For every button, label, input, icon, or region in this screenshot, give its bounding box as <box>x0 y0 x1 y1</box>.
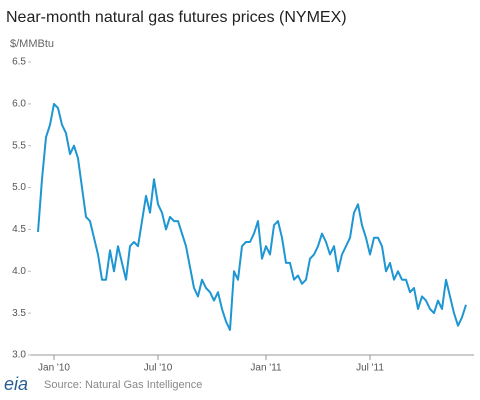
x-tick-label: Jan '11 <box>250 363 282 374</box>
source: Source: Natural Gas Intelligence <box>44 379 202 391</box>
y-tick-label: 5.0 <box>12 182 26 193</box>
y-tick-label: 6.5 <box>12 57 26 68</box>
x-tick-label: Jul '10 <box>144 363 173 374</box>
y-tick-label: 4.0 <box>12 266 26 277</box>
price-line <box>37 102 467 331</box>
y-tick-label: 3.0 <box>12 350 26 361</box>
y-tick-label: 3.5 <box>12 308 26 319</box>
chart-title: Near-month natural gas futures prices (N… <box>6 9 347 26</box>
y-tick-label: 6.0 <box>12 98 26 109</box>
x-tick-label: Jul '11 <box>356 363 384 374</box>
y-tick-label: 5.5 <box>12 140 26 151</box>
logo: eia <box>4 374 28 394</box>
y-tick-label: 4.5 <box>12 224 26 235</box>
y-axis-label: $/MMBtu <box>10 38 54 50</box>
x-tick-label: Jan '10 <box>38 363 70 374</box>
